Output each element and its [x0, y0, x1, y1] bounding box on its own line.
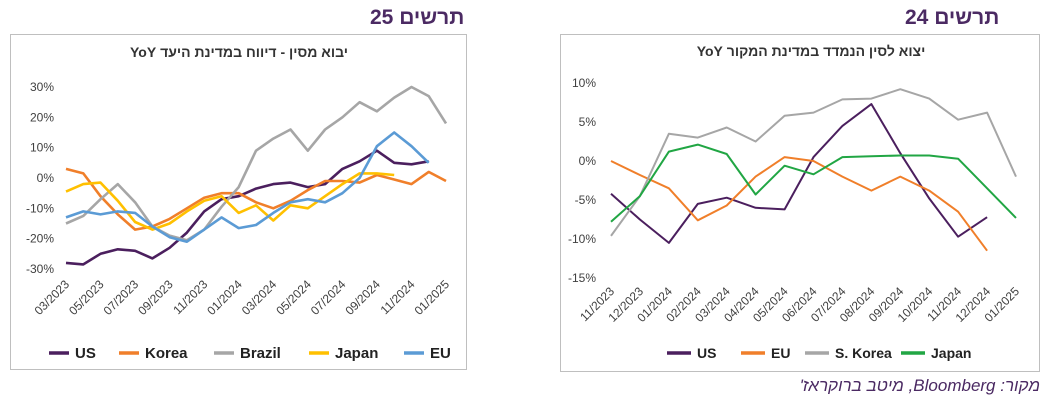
- legend-item-eu: EU: [741, 345, 790, 361]
- x-tick-label: 09/2023: [135, 277, 176, 318]
- chart-panel-china-imports: יבוא מסין - דיווח במדינת היעד YoY -30% -20…: [10, 34, 467, 370]
- legend-item-eu: EU: [404, 345, 451, 362]
- figure-label-left: תרשים 25: [370, 6, 465, 29]
- x-tick-label: 07/2024: [308, 277, 349, 318]
- y-tick-label: 5%: [579, 115, 597, 129]
- x-tick-label: 07/2023: [101, 277, 142, 318]
- legend-label: EU: [771, 345, 790, 361]
- legend-label: Japan: [335, 345, 378, 362]
- x-tick-label: 11/2023: [170, 277, 210, 317]
- series-line-skorea: [610, 88, 1017, 237]
- y-tick-label: -10%: [26, 201, 54, 215]
- x-tick-label: 01/2024: [204, 277, 245, 318]
- y-tick-label: 0%: [579, 154, 597, 168]
- series-line-us: [610, 103, 988, 244]
- series-line-eu: [610, 156, 988, 252]
- y-tick-label: 10%: [572, 76, 596, 90]
- chart-exports-to-china: יצוא לסין הנמדד במדינת המקור YoY 10% 5% 0% -…: [568, 43, 1022, 361]
- chart-title: יצוא לסין הנמדד במדינת המקור YoY: [697, 43, 926, 59]
- legend-item-us: US: [667, 345, 716, 361]
- y-tick-label: -20%: [26, 232, 54, 246]
- legend-label: S. Korea: [835, 345, 892, 361]
- legend-item-korea: Korea: [119, 345, 188, 362]
- x-tick-label: 01/2025: [412, 277, 453, 318]
- legend-label: Korea: [145, 345, 188, 362]
- legend-label: Japan: [931, 345, 971, 361]
- legend-item-brazil: Brazil: [214, 345, 281, 362]
- y-tick-label: 20%: [30, 110, 54, 124]
- y-tick-label: 10%: [30, 141, 54, 155]
- series-line-japan: [610, 143, 1017, 223]
- legend-label: EU: [430, 345, 451, 362]
- series-line-brazil: [65, 85, 448, 242]
- legend-item-skorea: S. Korea: [805, 345, 892, 361]
- y-tick-label: 0%: [37, 171, 55, 185]
- legend-item-japan: Japan: [901, 345, 971, 361]
- y-tick-label: 30%: [30, 80, 54, 94]
- y-tick-label: -10%: [568, 232, 596, 246]
- legend-item-japan: Japan: [309, 345, 378, 362]
- x-tick-label: 05/2024: [273, 277, 314, 318]
- series-line-eu: [65, 131, 430, 243]
- legend-label: US: [75, 345, 96, 362]
- x-tick-label: 03/2024: [239, 277, 280, 318]
- series-line-japan: [65, 172, 395, 231]
- series-line-korea: [65, 167, 447, 231]
- x-tick-label: 11/2024: [378, 277, 418, 317]
- legend-label: US: [697, 345, 716, 361]
- x-tick-label: 05/2023: [66, 277, 107, 318]
- x-tick-label: 03/2023: [32, 277, 73, 318]
- y-tick-label: -5%: [575, 193, 597, 207]
- chart-china-imports: יבוא מסין - דיווח במדינת היעד YoY -30% -20…: [26, 44, 453, 362]
- legend-item-us: US: [49, 345, 96, 362]
- y-tick-label: -30%: [26, 262, 54, 276]
- chart-panel-exports-to-china: יצוא לסין הנמדד במדינת המקור YoY 10% 5% 0% -…: [560, 34, 1040, 372]
- chart-title: יבוא מסין - דיווח במדינת היעד YoY: [130, 44, 348, 60]
- y-tick-label: -15%: [568, 271, 596, 285]
- series-line-us: [65, 149, 429, 266]
- legend-label: Brazil: [240, 345, 281, 362]
- x-tick-label: 09/2024: [342, 277, 383, 318]
- figure-label-right: תרשים 24: [905, 6, 1000, 29]
- source-note: מקור: Bloomberg, מיטב ברוקראז': [799, 376, 1040, 395]
